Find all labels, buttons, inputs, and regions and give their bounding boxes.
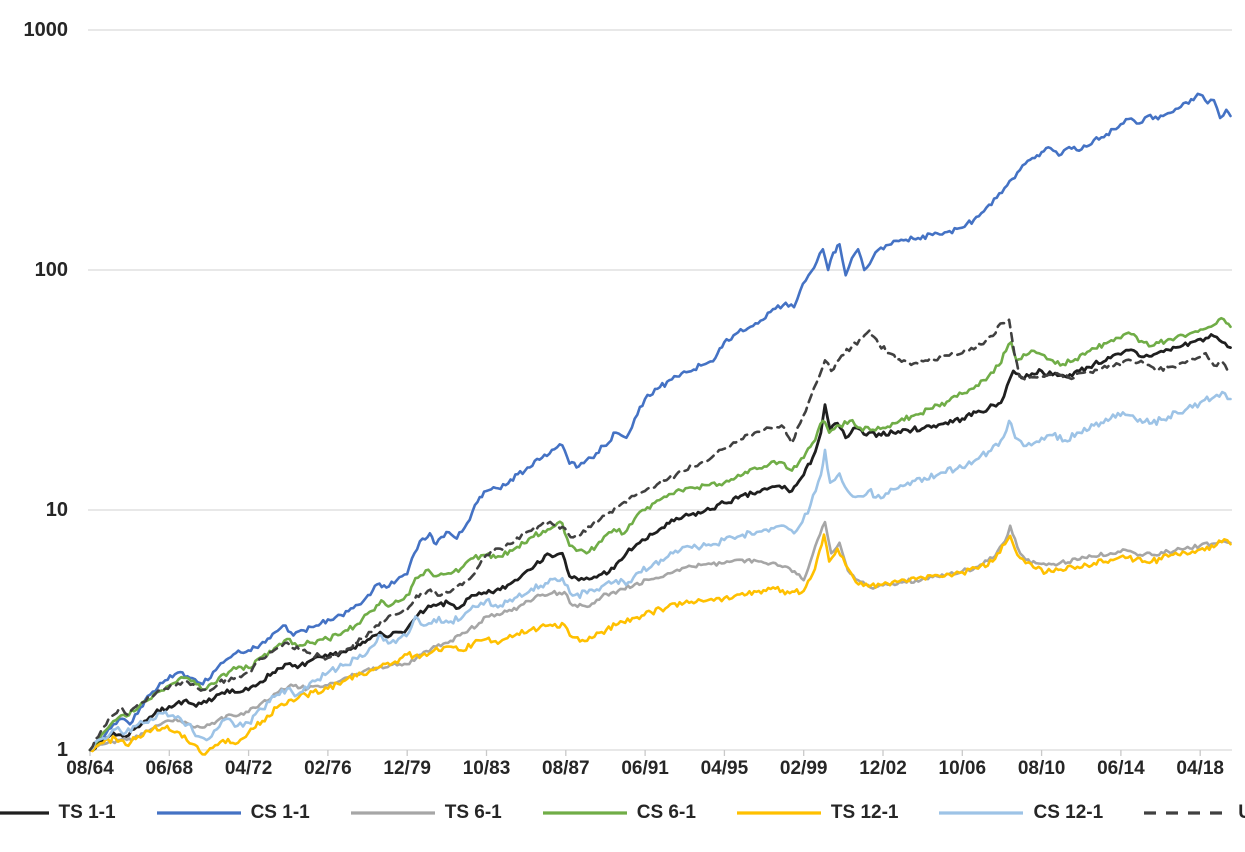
x-tick-label: 02/99 xyxy=(779,758,828,779)
series-line-CS-6-1 xyxy=(88,316,1232,752)
legend-swatch-line-icon xyxy=(156,811,241,815)
legend-item-TS-1-1: TS 1-1 xyxy=(0,802,116,824)
legend-swatch-line-icon xyxy=(0,811,49,815)
x-tick-label: 06/91 xyxy=(621,758,669,779)
series-line-CS-12-1 xyxy=(88,390,1232,752)
x-tick-label: 04/95 xyxy=(700,758,749,779)
x-tick-label: 08/64 xyxy=(66,758,114,779)
legend-item-CS-1-1: CS 1-1 xyxy=(156,802,310,824)
legend-label: TS 6-1 xyxy=(444,802,502,823)
x-tick-label: 08/10 xyxy=(1017,758,1066,779)
series-line-TS-1-1 xyxy=(88,333,1232,752)
x-tick-label: 02/76 xyxy=(304,758,352,779)
legend-swatch-line-icon xyxy=(1144,811,1229,815)
x-tick-label: 10/83 xyxy=(462,758,511,779)
legend-swatch-line-icon xyxy=(939,811,1024,815)
legend-item-TS-12-1: TS 12-1 xyxy=(736,802,899,824)
legend-label: CS 1-1 xyxy=(250,802,310,823)
legend-swatch-line-icon xyxy=(350,811,435,815)
x-tick-label: 12/02 xyxy=(859,758,907,779)
series-line-UMD xyxy=(88,318,1232,752)
legend-item-TS-6-1: TS 6-1 xyxy=(350,802,502,824)
x-tick-label: 10/06 xyxy=(938,758,987,779)
series-line-TS-12-1 xyxy=(88,533,1232,756)
x-tick-label: 04/18 xyxy=(1176,758,1224,779)
y-tick-label: 100 xyxy=(34,259,68,281)
legend-item-CS-12-1: CS 12-1 xyxy=(938,802,1103,824)
legend-swatch-line-icon xyxy=(542,811,627,815)
x-tick-label: 04/72 xyxy=(224,758,273,779)
x-tick-label: 08/87 xyxy=(542,758,590,779)
legend-item-UMD: UMD xyxy=(1143,802,1245,824)
legend-swatch-line-icon xyxy=(736,811,821,815)
legend-label: CS 6-1 xyxy=(636,802,696,823)
x-tick-label: 06/68 xyxy=(145,758,194,779)
series-line-TS-6-1 xyxy=(88,520,1232,752)
legend-label: CS 12-1 xyxy=(1033,802,1104,823)
series-line-CS-1-1 xyxy=(88,92,1232,752)
legend-item-CS-6-1: CS 6-1 xyxy=(542,802,696,824)
legend-label: UMD xyxy=(1238,802,1245,824)
chart-legend: TS 1-1 CS 1-1 TS 6-1 CS 6-1 TS 12-1 CS 12-1 UM… xyxy=(0,802,1245,824)
legend-label: TS 1-1 xyxy=(58,802,116,823)
y-tick-label: 1000 xyxy=(23,19,69,41)
y-tick-label: 1 xyxy=(56,739,68,761)
x-tick-label: 12/79 xyxy=(383,758,431,779)
legend-label: TS 12-1 xyxy=(830,802,899,823)
y-tick-label: 10 xyxy=(45,499,68,521)
x-tick-label: 06/14 xyxy=(1097,758,1145,779)
